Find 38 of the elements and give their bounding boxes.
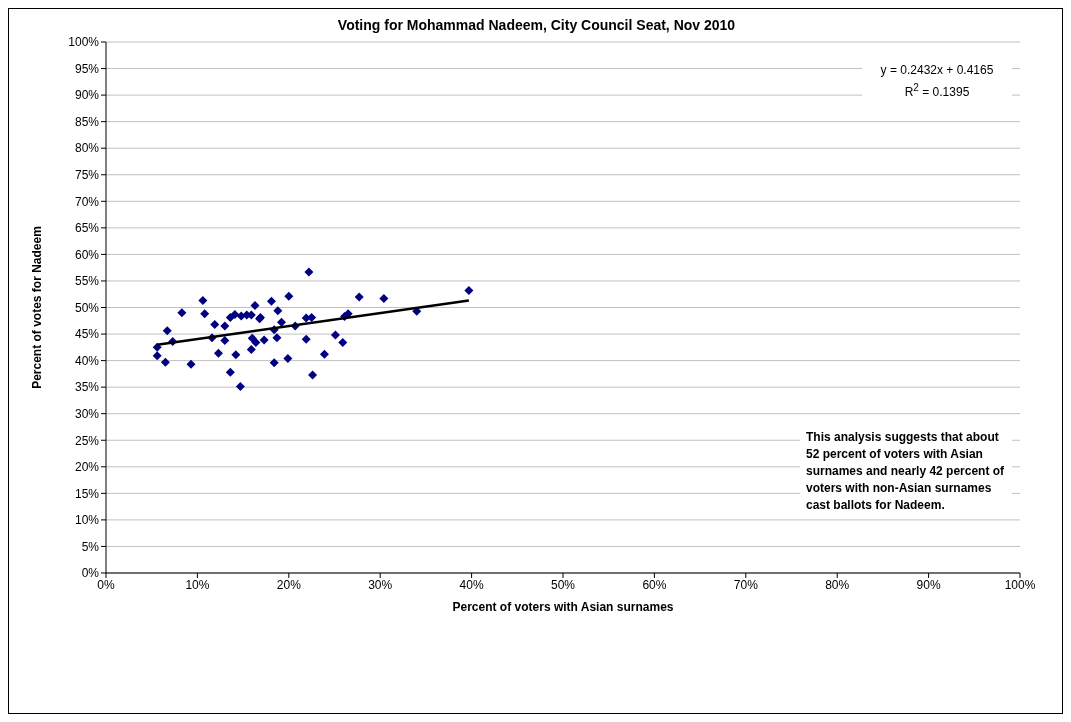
y-axis-title: Percent of votes for Nadeem: [30, 226, 45, 389]
y-tick-label: 5%: [81, 539, 100, 554]
y-tick-label: 75%: [74, 168, 100, 183]
x-tick-label: 0%: [97, 577, 115, 592]
x-tick-label: 50%: [550, 577, 576, 592]
chart-title: Voting for Mohammad Nadeem, City Council Seat, Nov 2010: [336, 17, 737, 33]
x-tick-label: 60%: [642, 577, 667, 592]
x-axis-title: Percent of voters with Asian surnames: [452, 600, 674, 614]
x-tick-label: 40%: [459, 577, 484, 592]
y-tick-label: 55%: [74, 274, 100, 289]
y-tick-label: 35%: [74, 380, 100, 395]
x-tick-label: 20%: [276, 577, 302, 592]
y-tick-label: 40%: [74, 353, 100, 368]
y-tick-label: 30%: [74, 406, 100, 421]
y-tick-label: 0%: [81, 566, 100, 581]
y-tick-label: 10%: [74, 513, 100, 528]
y-tick-label: 50%: [74, 300, 100, 315]
y-tick-label: 65%: [74, 221, 100, 236]
x-tick-label: 100%: [1004, 577, 1036, 592]
y-tick-label: 70%: [74, 194, 100, 209]
x-tick-label: 70%: [733, 577, 759, 592]
y-tick-label: 80%: [74, 141, 100, 156]
annotation: y = 0.2432x + 0.4165: [879, 62, 995, 79]
x-tick-label: 80%: [825, 577, 850, 592]
y-tick-label: 20%: [74, 460, 100, 475]
x-tick-label: 90%: [916, 577, 941, 592]
y-tick-label: 100%: [68, 35, 100, 50]
y-tick-label: 15%: [74, 486, 100, 501]
y-tick-label: 85%: [74, 114, 100, 129]
y-tick-label: 45%: [74, 327, 100, 342]
x-tick-label: 10%: [185, 577, 210, 592]
y-tick-label: 60%: [74, 247, 100, 262]
annotation: R$^{2}$ = 0.1395: [903, 81, 971, 101]
annotation: This analysis suggests that about 52 percent of voters with Asian surnames and nearly 42 percent of voters with non-Asian surnames cast ballots for Nadeem.: [800, 425, 1012, 518]
y-tick-label: 25%: [74, 433, 100, 448]
y-tick-label: 95%: [74, 61, 100, 76]
x-tick-label: 30%: [368, 577, 393, 592]
y-tick-label: 90%: [74, 88, 100, 103]
